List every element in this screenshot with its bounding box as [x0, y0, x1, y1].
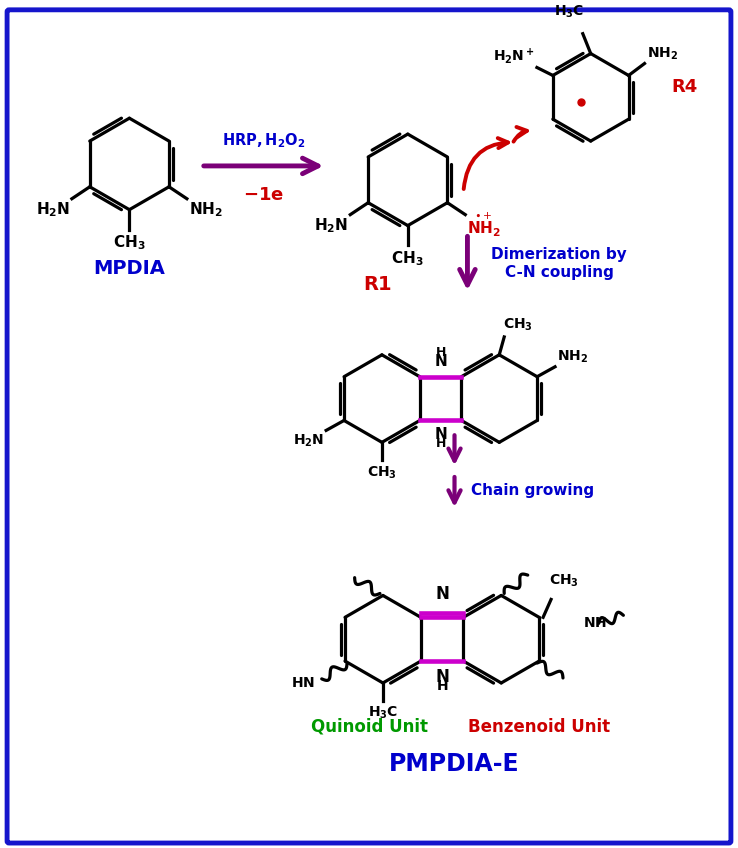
Text: $\mathbf{CH_3}$: $\mathbf{CH_3}$	[503, 316, 533, 333]
Text: N: N	[434, 427, 447, 443]
Text: PMPDIA-E: PMPDIA-E	[389, 752, 520, 777]
Text: $\mathbf{CH_3}$: $\mathbf{CH_3}$	[549, 573, 579, 589]
Text: $\mathbf{H_2N^+}$: $\mathbf{H_2N^+}$	[493, 46, 535, 65]
Text: Quinoid Unit: Quinoid Unit	[311, 717, 429, 736]
Text: H: H	[435, 346, 446, 359]
Text: Benzenoid Unit: Benzenoid Unit	[468, 717, 610, 736]
Text: R4: R4	[671, 78, 697, 97]
Text: R1: R1	[364, 276, 393, 294]
Text: $\mathbf{H_3C}$: $\mathbf{H_3C}$	[554, 3, 584, 20]
Text: $\mathbf{NH_2}$: $\mathbf{NH_2}$	[189, 201, 223, 220]
Text: $\mathbf{NH_2}$: $\mathbf{NH_2}$	[557, 349, 588, 365]
Text: $\mathbf{NH_2}$: $\mathbf{NH_2}$	[646, 45, 677, 62]
Text: MPDIA: MPDIA	[94, 259, 165, 278]
Text: $\mathbf{CH_3}$: $\mathbf{CH_3}$	[367, 464, 397, 481]
Text: $\mathbf{HN}$: $\mathbf{HN}$	[292, 676, 315, 690]
Text: Dimerization by
C-N coupling: Dimerization by C-N coupling	[492, 247, 627, 280]
Text: N: N	[434, 354, 447, 369]
Text: $\mathbf{CH_3}$: $\mathbf{CH_3}$	[391, 249, 424, 268]
Text: H: H	[436, 679, 448, 693]
Text: H: H	[435, 438, 446, 450]
Text: $\mathbf{NH}$: $\mathbf{NH}$	[583, 616, 607, 630]
Text: N: N	[435, 585, 449, 604]
Text: $\mathbf{H_3C}$: $\mathbf{H_3C}$	[368, 705, 398, 721]
Text: $\overset{\bullet+}{\mathbf{NH_2}}$: $\overset{\bullet+}{\mathbf{NH_2}}$	[467, 210, 501, 239]
Text: $\mathbf{-1e}$: $\mathbf{-1e}$	[243, 186, 284, 204]
Text: $\mathbf{H_2N}$: $\mathbf{H_2N}$	[35, 201, 70, 220]
Text: $\mathbf{H_2N}$: $\mathbf{H_2N}$	[293, 432, 324, 449]
Text: N: N	[435, 668, 449, 686]
Text: $\mathbf{CH_3}$: $\mathbf{CH_3}$	[113, 233, 145, 252]
Text: $\mathbf{H_2N}$: $\mathbf{H_2N}$	[314, 216, 348, 236]
Text: Chain growing: Chain growing	[472, 483, 595, 498]
FancyBboxPatch shape	[7, 10, 731, 843]
Text: $\mathbf{HRP, H_2O_2}$: $\mathbf{HRP, H_2O_2}$	[222, 131, 306, 150]
